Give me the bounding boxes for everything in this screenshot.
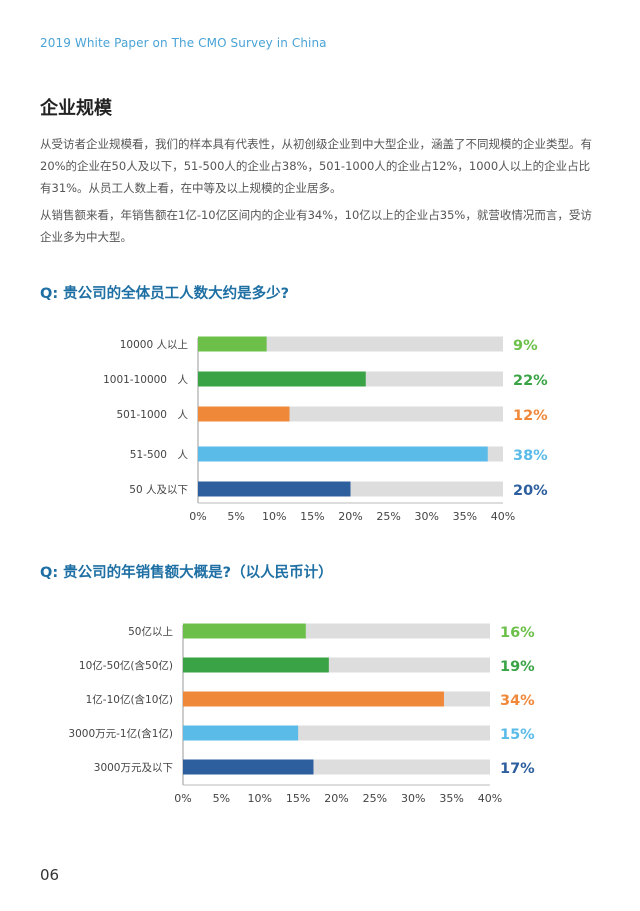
section-title: 企业规模 <box>40 98 112 119</box>
category-label: 3000万元及以下 <box>94 762 173 774</box>
bar <box>198 336 267 352</box>
bar <box>198 406 290 422</box>
category-label: 50亿以上 <box>128 625 173 638</box>
category-label: 10亿-50亿(含50亿) <box>79 659 173 672</box>
x-tick-label: 40% <box>478 792 502 805</box>
bar <box>198 481 351 497</box>
x-tick-label: 10% <box>248 792 272 805</box>
question-employee-count: Q: 贵公司的全体员工人数大约是多少? <box>40 286 290 302</box>
question-annual-sales: Q: 贵公司的年销售额大概是?（以人民币计） <box>40 565 333 581</box>
x-tick-label: 5% <box>213 792 230 805</box>
x-tick-label: 25% <box>363 792 387 805</box>
bar-track <box>198 336 503 352</box>
paragraph-sales-scale: 从销售额来看，年销售额在1亿-10亿区间内的企业有34%，10亿以上的企业占35… <box>40 208 592 244</box>
category-label: 1001-10000 人 <box>103 374 188 386</box>
value-label: 16% <box>500 625 535 641</box>
x-tick-label: 15% <box>286 792 310 805</box>
value-label: 20% <box>513 483 548 499</box>
value-label: 17% <box>500 761 535 777</box>
value-label: 34% <box>500 693 535 709</box>
x-tick-label: 10% <box>262 510 286 523</box>
value-label: 22% <box>513 373 548 389</box>
x-tick-label: 20% <box>324 792 348 805</box>
x-tick-label: 0% <box>174 792 191 805</box>
bar <box>198 446 488 462</box>
value-label: 38% <box>513 448 548 464</box>
value-label: 12% <box>513 408 548 424</box>
x-tick-label: 0% <box>189 510 206 523</box>
bar <box>183 691 444 707</box>
x-tick-label: 30% <box>415 510 439 523</box>
category-label: 501-1000 人 <box>116 409 188 421</box>
x-tick-label: 15% <box>300 510 324 523</box>
x-tick-label: 40% <box>491 510 515 523</box>
x-tick-label: 30% <box>401 792 425 805</box>
category-label: 1亿-10亿(含10亿) <box>86 693 173 706</box>
value-label: 15% <box>500 727 535 743</box>
x-tick-label: 35% <box>439 792 463 805</box>
value-label: 19% <box>500 659 535 675</box>
category-label: 50 人及以下 <box>129 484 188 496</box>
category-label: 51-500 人 <box>130 449 189 461</box>
page-number: 06 <box>40 866 60 884</box>
x-tick-label: 20% <box>338 510 362 523</box>
employee-count-bar-chart: 10000 人以上 9% 1001-10000 人 22% 501-1000 人 12% 5… <box>103 336 548 523</box>
bar <box>198 371 366 387</box>
bar <box>183 657 329 673</box>
value-label: 9% <box>513 338 538 354</box>
document-header-title: 2019 White Paper on The CMO Survey in Ch… <box>40 36 327 50</box>
x-tick-label: 25% <box>376 510 400 523</box>
category-label: 10000 人以上 <box>120 339 188 351</box>
annual-sales-bar-chart: 50亿以上 16% 10亿-50亿(含50亿) 19% 1亿-10亿(含10亿) 34% 3… <box>68 623 535 805</box>
bar <box>183 759 314 775</box>
paragraph-employee-scale: 从受访者企业规模看，我们的样本具有代表性，从初创级企业到中大型企业，涵盖了不同规… <box>40 137 592 195</box>
x-tick-label: 35% <box>453 510 477 523</box>
category-label: 3000万元-1亿(含1亿) <box>68 727 173 740</box>
x-tick-label: 5% <box>227 510 244 523</box>
bar <box>183 725 299 741</box>
bar <box>183 623 306 639</box>
